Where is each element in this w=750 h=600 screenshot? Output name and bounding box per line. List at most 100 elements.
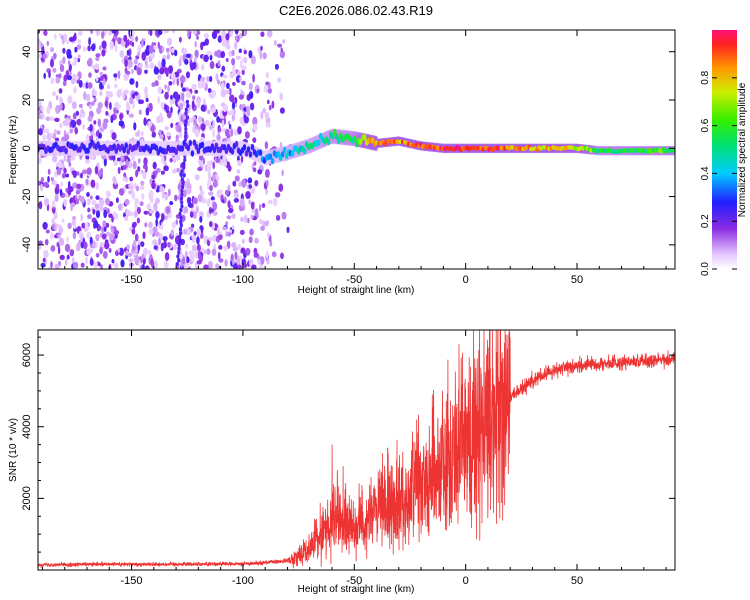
spectrogram-noise-cell bbox=[77, 39, 82, 44]
spectrogram-noise-cell bbox=[187, 30, 190, 38]
spectrogram-noise-cell bbox=[68, 162, 72, 167]
spectrogram-noise-cell bbox=[151, 131, 156, 138]
spectrogram-noise-cell bbox=[259, 263, 264, 269]
spectrogram-noise-cell bbox=[209, 55, 213, 61]
spectrogram-noise-cell bbox=[82, 82, 86, 89]
spectrogram-noise-cell bbox=[220, 88, 227, 98]
spectrogram-noise-cell bbox=[160, 170, 165, 175]
spectrogram-noise-cell bbox=[159, 133, 164, 140]
spectrogram-noise-cell bbox=[208, 171, 211, 181]
spectrogram-noise-cell bbox=[170, 94, 173, 100]
spectrogram-noise-cell bbox=[183, 48, 188, 54]
spectrogram-noise-cell bbox=[277, 43, 283, 48]
spectrogram-noise-cell bbox=[89, 236, 93, 245]
spectrogram-noise-cell bbox=[243, 214, 248, 224]
spectrogram-noise-cell bbox=[122, 164, 127, 170]
spectrogram-noise-cell bbox=[42, 134, 47, 141]
spectrogram-noise-cell bbox=[186, 256, 190, 264]
colorbar-tick-label: 0.6 bbox=[700, 118, 711, 132]
snr-panel: -150 -100 -50 0 50 2000 4000 6000 Height of str… bbox=[8, 329, 676, 595]
spectrogram-noise-cell bbox=[72, 261, 79, 269]
spectrogram-noise-cell bbox=[59, 254, 65, 261]
spectrogram-noise-cell bbox=[82, 241, 88, 250]
spectrogram-noise-cell bbox=[225, 230, 228, 237]
spectrogram-ridge-cell bbox=[212, 146, 217, 154]
spectrogram-noise-cell bbox=[189, 211, 194, 218]
spectrogram-noise-cell bbox=[105, 190, 111, 198]
spectrogram-noise-cell bbox=[213, 30, 219, 34]
spectrogram-noise-cell bbox=[124, 198, 130, 206]
spectrogram-noise-cell bbox=[248, 184, 252, 189]
spectrogram-noise-cell bbox=[211, 248, 217, 256]
spectrogram-noise-cell bbox=[107, 84, 110, 90]
spectrogram-noise-cell bbox=[279, 141, 283, 149]
spectrogram-streak-cell bbox=[180, 177, 184, 182]
spectrogram-noise-cell bbox=[108, 213, 113, 218]
spectrogram-streak-cell bbox=[179, 231, 183, 236]
spectrogram-noise-cell bbox=[54, 33, 57, 40]
spectrogram-noise-cell bbox=[196, 35, 199, 40]
spectrogram-noise-cell bbox=[80, 241, 84, 249]
spectrogram-noise-cell bbox=[250, 186, 256, 195]
spectrogram-noise-cell bbox=[175, 219, 178, 225]
spectrogram-noise-cell bbox=[85, 134, 90, 143]
spectrogram-noise-cell bbox=[262, 52, 267, 60]
spectrogram-noise-cell bbox=[134, 254, 140, 264]
spectrogram-ridge-cell bbox=[180, 145, 185, 152]
spectrogram-noise-cell bbox=[76, 44, 82, 50]
spectrogram-noise-cell bbox=[267, 30, 273, 38]
spectrogram-noise-cell bbox=[220, 189, 223, 194]
spectrogram-noise-cell bbox=[257, 258, 261, 265]
spectrogram-noise-cell bbox=[38, 53, 42, 59]
spectrogram-noise-cell bbox=[231, 213, 236, 220]
spectrogram-noise-cell bbox=[224, 259, 228, 267]
spectrogram-streak-cell bbox=[178, 211, 182, 217]
spectrogram-noise-cell bbox=[264, 222, 267, 227]
spectrogram-noise-cell bbox=[223, 245, 229, 252]
spectrogram-noise-cell bbox=[232, 246, 238, 252]
spectrogram-noise-cell bbox=[254, 237, 259, 244]
spectrogram-noise-cell bbox=[58, 88, 63, 94]
spectrogram-noise-cell bbox=[114, 230, 120, 235]
spectrogram-streak-cell bbox=[184, 107, 188, 112]
spectrogram-streak-cell bbox=[175, 262, 179, 267]
spectrogram-noise-cell bbox=[87, 57, 93, 66]
spectrogram-noise-cell bbox=[286, 226, 290, 233]
spectrogram-noise-cell bbox=[44, 128, 50, 134]
spectrogram-noise-cell bbox=[77, 226, 80, 232]
spectrogram-noise-cell bbox=[256, 88, 260, 93]
spectrogram-ridge-cell bbox=[362, 134, 367, 141]
spectrogram-noise-cell bbox=[54, 128, 57, 135]
spectrogram-noise-cell bbox=[149, 62, 155, 70]
spectrogram-noise-cell bbox=[73, 86, 77, 94]
spectrogram-noise-cell bbox=[61, 172, 66, 179]
spectrogram-noise-cell bbox=[127, 59, 133, 68]
spectrogram-noise-cell bbox=[279, 50, 286, 59]
spectrogram-noise-cell bbox=[63, 155, 67, 162]
snr-line-trace bbox=[38, 330, 675, 569]
spectrogram-noise-cell bbox=[133, 240, 137, 248]
spectrogram-noise-cell bbox=[78, 30, 83, 36]
spectrogram-noise-cell bbox=[199, 216, 203, 223]
spectrogram-noise-cell bbox=[183, 206, 189, 214]
spectrogram-noise-cell bbox=[224, 196, 227, 204]
spectrogram-noise-cell bbox=[240, 247, 246, 254]
spectrogram-noise-cell bbox=[94, 90, 98, 97]
spectrogram-noise-cell bbox=[222, 159, 227, 168]
spectrogram-noise-cell bbox=[191, 100, 195, 109]
spectrogram-noise-cell bbox=[43, 72, 46, 79]
spectrogram-streak-cell bbox=[184, 126, 188, 132]
spectrogram-noise-cell bbox=[212, 180, 218, 188]
spectrogram-noise-cell bbox=[67, 222, 72, 230]
spectrogram-noise-cell bbox=[238, 94, 244, 100]
spectrogram-noise-cell bbox=[134, 233, 139, 242]
spectrogram-ridge-cell bbox=[124, 142, 128, 149]
spectrogram-noise-cell bbox=[97, 118, 102, 127]
spectrogram-ridge-cell bbox=[200, 141, 205, 148]
spectrogram-noise-cell bbox=[102, 66, 107, 71]
spectrogram-noise-cell bbox=[128, 258, 134, 263]
spectrogram-noise-cell bbox=[122, 92, 126, 101]
spectrogram-noise-cell bbox=[202, 157, 206, 165]
spectrogram-noise-cell bbox=[127, 161, 133, 169]
spectrogram-noise-cell bbox=[59, 96, 63, 104]
